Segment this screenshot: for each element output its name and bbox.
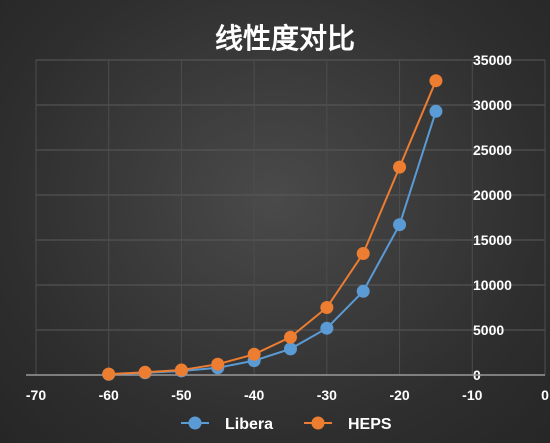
data-point: [174, 363, 188, 377]
series-layer: [102, 74, 443, 381]
y-tick-label: 15000: [473, 232, 512, 248]
data-point: [356, 247, 370, 260]
data-point: [429, 104, 443, 118]
x-tick-label: -40: [244, 387, 264, 403]
y-tick-label: 20000: [473, 187, 512, 203]
x-tick-label: -60: [99, 387, 119, 403]
legend-label: HEPS: [348, 416, 392, 433]
data-point: [102, 367, 116, 381]
x-tick-label: -50: [171, 387, 191, 403]
data-point: [356, 284, 370, 298]
legend-marker: [188, 416, 202, 430]
data-point: [320, 301, 334, 314]
legend-item-libera: Libera: [181, 416, 273, 433]
data-point: [393, 218, 407, 232]
axes: 0 5000 10000 15000 20000 25000 30000 35000 -70 -6…: [26, 52, 549, 403]
legend: Libera HEPS: [181, 416, 392, 433]
x-tick-label: -70: [26, 387, 46, 403]
data-point: [138, 365, 152, 379]
series-heps: [102, 74, 443, 381]
y-tick-label: 25000: [473, 142, 512, 158]
data-point: [247, 347, 261, 361]
series-libera: [102, 104, 443, 381]
grid: [35, 59, 546, 375]
series-line: [108, 80, 437, 376]
legend-marker: [311, 416, 325, 430]
y-tick-label: 5000: [473, 322, 504, 338]
data-point: [211, 357, 225, 371]
legend-label: Libera: [225, 416, 273, 433]
y-tick-label: 35000: [473, 52, 512, 68]
y-tick-label: 10000: [473, 277, 512, 293]
x-tick-label: -20: [389, 387, 409, 403]
chart-title: 线性度对比: [215, 22, 355, 55]
x-tick-label: -30: [317, 387, 337, 403]
data-point: [320, 321, 334, 335]
data-point: [284, 342, 297, 356]
data-point: [429, 74, 443, 88]
x-tick-label: 0: [541, 387, 549, 403]
series-line: [108, 110, 437, 376]
data-point: [284, 330, 297, 344]
data-point: [393, 160, 407, 174]
legend-item-heps: HEPS: [304, 416, 392, 433]
x-tick-label: -10: [462, 387, 482, 403]
y-tick-label: 30000: [473, 97, 512, 113]
